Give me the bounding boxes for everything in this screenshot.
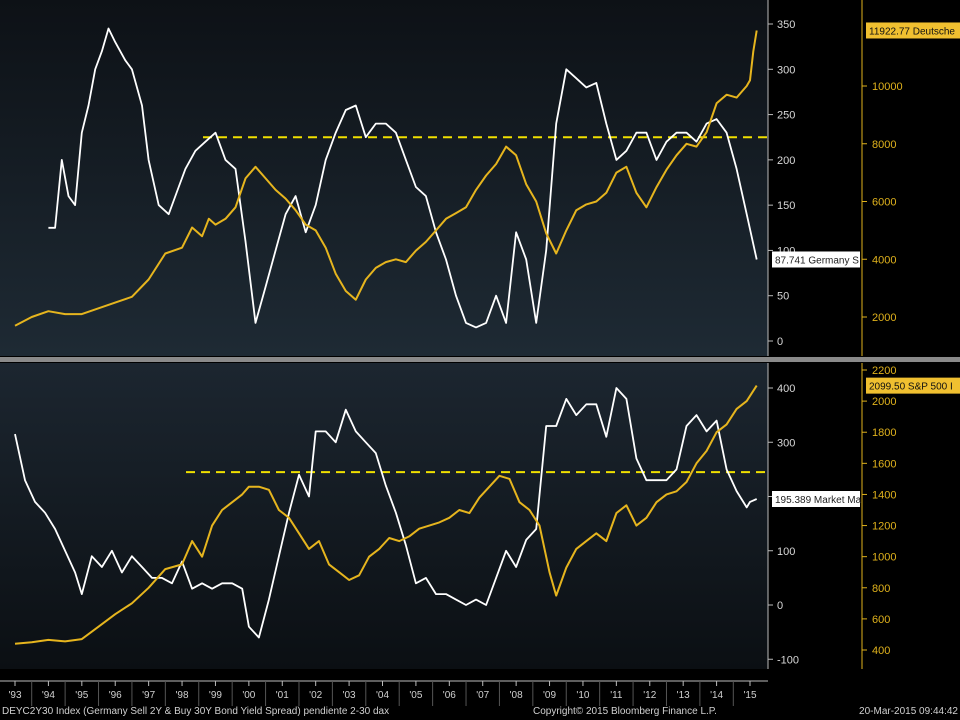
x-tick-label: '98 (176, 690, 189, 701)
x-tick-label: '06 (443, 690, 456, 701)
bottom-left-tick-label: 100 (777, 546, 795, 558)
top-left-tick-label: 350 (777, 19, 795, 31)
top-panel-background (0, 0, 768, 356)
x-tick-label: '12 (643, 690, 656, 701)
x-tick-label: '05 (409, 690, 422, 701)
top-series-germany-s (48, 27, 758, 329)
top-left-tick-label: 50 (777, 291, 789, 303)
x-tick-label: '96 (109, 690, 122, 701)
x-tick-label: '15 (743, 690, 756, 701)
bottom-right-tick-label: 2200 (872, 365, 896, 377)
x-tick-label: '11 (610, 690, 623, 701)
top-left-tick-label: 200 (777, 155, 795, 167)
x-tick-label: '93 (8, 690, 21, 701)
bottom-right-tick-label: 600 (872, 614, 890, 626)
bottom-right-tick-label: 1600 (872, 458, 896, 470)
top-left-tick-label: 150 (777, 200, 795, 212)
x-tick-label: '94 (42, 690, 55, 701)
bottom-right-tick-label: 400 (872, 645, 890, 657)
top-gold-last-value-tag (866, 22, 960, 39)
x-tick-label: '95 (75, 690, 88, 701)
bottom-left-tick-label: 300 (777, 437, 795, 449)
bottom-white-last-value-label: 195.389 Market Ma (775, 495, 862, 506)
bottom-right-tick-label: 800 (872, 583, 890, 595)
top-series-deutsche (14, 30, 758, 327)
x-tick-label: '09 (543, 690, 556, 701)
top-left-tick-label: 250 (777, 110, 795, 122)
top-right-tick-label: 4000 (872, 254, 896, 266)
footer-center: Copyright© 2015 Bloomberg Finance L.P. (533, 706, 717, 717)
top-right-tick-label: 2000 (872, 312, 896, 324)
x-tick-label: '04 (376, 690, 389, 701)
top-right-tick-label: 6000 (872, 197, 896, 209)
x-tick-label: '07 (476, 690, 489, 701)
bottom-left-tick-label: 0 (777, 600, 783, 612)
top-white-last-value-label: 87.741 Germany S (775, 255, 859, 266)
x-tick-label: '14 (710, 690, 723, 701)
x-tick-label: '03 (343, 690, 356, 701)
x-tick-label: '97 (142, 690, 155, 701)
bottom-panel-background (0, 363, 768, 669)
x-tick-label: '01 (276, 690, 289, 701)
bottom-left-tick-label: 400 (777, 383, 795, 395)
bottom-gold-last-value-label: 2099.50 S&P 500 I (869, 382, 953, 393)
bottom-white-last-value-tag (772, 491, 860, 508)
bottom-series-market-ma (14, 387, 758, 639)
top-right-tick-label: 10000 (872, 81, 903, 93)
bottom-right-tick-label: 1000 (872, 552, 896, 564)
x-tick-label: '99 (209, 690, 222, 701)
bottom-gold-last-value-tag (866, 377, 960, 394)
top-left-tick-label: 0 (777, 336, 783, 348)
x-tick-label: '02 (309, 690, 322, 701)
top-left-tick-label: 300 (777, 64, 795, 76)
x-tick-label: '10 (576, 690, 589, 701)
bottom-right-tick-label: 2000 (872, 396, 896, 408)
panel-divider (0, 357, 960, 362)
top-gold-last-value-label: 11922.77 Deutsche (869, 26, 955, 37)
bottom-series-s-p-500-i (14, 385, 758, 645)
bottom-left-tick-label: -100 (777, 654, 799, 666)
x-tick-label: '08 (510, 690, 523, 701)
top-right-tick-label: 8000 (872, 139, 896, 151)
top-white-last-value-tag (772, 251, 860, 268)
bottom-right-tick-label: 1200 (872, 521, 896, 533)
footer-left: DEYC2Y30 Index (Germany Sell 2Y & Buy 30… (2, 706, 389, 717)
bottom-right-tick-label: 1400 (872, 489, 896, 501)
x-tick-label: '00 (242, 690, 255, 701)
bottom-right-tick-label: 1800 (872, 427, 896, 439)
x-tick-label: '13 (677, 690, 690, 701)
footer-right: 20-Mar-2015 09:44:42 (859, 706, 958, 717)
